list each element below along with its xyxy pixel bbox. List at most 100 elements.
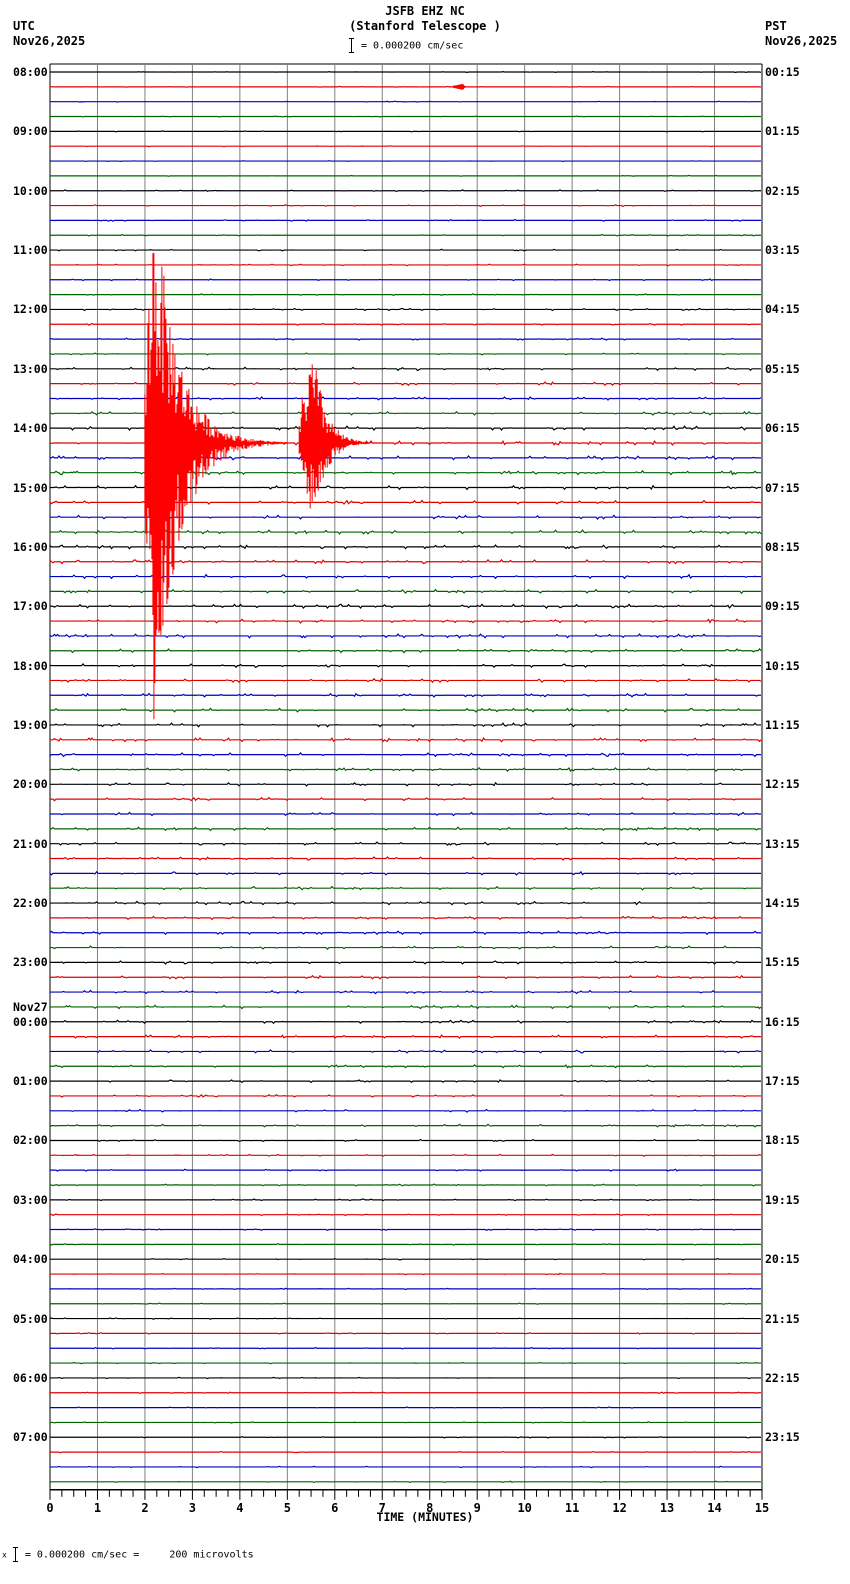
utc-hour-label: 21:00 bbox=[13, 836, 48, 851]
trace-line bbox=[50, 1361, 761, 1365]
utc-hour-label: 02:00 bbox=[13, 1133, 48, 1148]
amplitude-scale: = 0.000200 cm/sec bbox=[349, 38, 463, 53]
footer-prefix: x bbox=[2, 1550, 7, 1560]
trace-line bbox=[50, 204, 761, 208]
trace-line bbox=[50, 100, 761, 103]
trace-line bbox=[49, 1123, 761, 1129]
pst-hour-label: 03:15 bbox=[765, 243, 800, 258]
trace-line bbox=[50, 826, 762, 832]
pst-hour-label: 02:15 bbox=[765, 183, 800, 198]
x-tick-label: 13 bbox=[660, 1501, 674, 1515]
x-tick-label: 2 bbox=[141, 1501, 148, 1515]
left-date: Nov26,2025 bbox=[13, 34, 86, 48]
utc-hour-label: 22:00 bbox=[13, 896, 48, 911]
trace-line bbox=[50, 588, 761, 595]
site-title: (Stanford Telescope ) bbox=[349, 19, 501, 33]
trace-line bbox=[50, 692, 761, 698]
utc-hour-label: 12:00 bbox=[13, 302, 48, 317]
trace-line bbox=[50, 766, 761, 773]
footer-scale-text: = 0.000200 cm/sec = 200 microvolts bbox=[24, 1549, 254, 1561]
utc-hour-label: 04:00 bbox=[13, 1252, 48, 1267]
trace-line bbox=[50, 945, 762, 950]
trace-line bbox=[49, 337, 761, 341]
pst-hour-label: 05:15 bbox=[765, 361, 800, 376]
trace-line bbox=[50, 796, 761, 802]
trace-line bbox=[50, 989, 761, 995]
pst-hour-label: 04:15 bbox=[765, 302, 800, 317]
x-tick-label: 9 bbox=[474, 1501, 481, 1515]
trace-line bbox=[50, 1004, 762, 1010]
utc-hour-label: 13:00 bbox=[13, 361, 48, 376]
trace-line bbox=[50, 352, 761, 356]
pst-hour-label: 18:15 bbox=[765, 1133, 800, 1148]
trace-line bbox=[50, 71, 762, 74]
utc-hour-label: 16:00 bbox=[13, 539, 48, 554]
utc-hour-label: 14:00 bbox=[13, 421, 48, 436]
trace-line bbox=[50, 1153, 762, 1157]
utc-hour-label: 09:00 bbox=[13, 124, 48, 139]
pst-hour-label: 22:15 bbox=[765, 1370, 800, 1385]
pst-hour-label: 11:15 bbox=[765, 717, 800, 732]
trace-line bbox=[50, 841, 761, 847]
trace-line bbox=[50, 1138, 761, 1143]
trace-line bbox=[50, 1346, 761, 1350]
trace-line bbox=[50, 278, 761, 282]
trace-line bbox=[49, 870, 761, 876]
utc-hour-label: 08:00 bbox=[13, 65, 48, 79]
utc-hour-label: 23:00 bbox=[13, 955, 48, 970]
trace-line bbox=[49, 160, 761, 163]
trace-line bbox=[50, 1228, 761, 1231]
trace-line bbox=[50, 381, 761, 387]
x-tick-label: 5 bbox=[284, 1501, 291, 1515]
trace-line bbox=[50, 1332, 761, 1335]
trace-line bbox=[50, 1272, 761, 1276]
pst-hour-label: 21:15 bbox=[765, 1311, 800, 1326]
x-tick-label: 3 bbox=[189, 1501, 196, 1515]
seismic-event bbox=[453, 83, 472, 90]
pst-hour-label: 09:15 bbox=[765, 599, 800, 614]
x-tick-label: 8 bbox=[426, 1501, 433, 1515]
trace-line bbox=[50, 1406, 761, 1409]
trace-line bbox=[49, 751, 761, 758]
trace-line bbox=[50, 1108, 761, 1113]
trace-line bbox=[50, 960, 761, 965]
trace-line bbox=[50, 1093, 761, 1098]
trace-line bbox=[50, 1391, 761, 1394]
utc-hour-label: 11:00 bbox=[13, 243, 48, 258]
pst-hour-label: 07:15 bbox=[765, 480, 800, 495]
trace-line bbox=[49, 1242, 761, 1246]
amplitude-scale-text: = 0.000200 cm/sec bbox=[361, 40, 464, 52]
trace-line bbox=[50, 1064, 761, 1069]
trace-line bbox=[50, 189, 761, 193]
x-axis-title: TIME (MINUTES) bbox=[376, 1510, 474, 1524]
x-tick-label: 6 bbox=[331, 1501, 338, 1515]
seismic-event bbox=[298, 364, 383, 509]
pst-hour-label: 23:15 bbox=[765, 1430, 800, 1445]
x-tick-label: 7 bbox=[379, 1501, 386, 1515]
utc-hour-label: 17:00 bbox=[13, 599, 48, 614]
pst-hour-label: 06:15 bbox=[765, 421, 800, 436]
scale-bar-icon bbox=[349, 38, 355, 53]
seismic-event bbox=[144, 252, 288, 720]
footer-scale: x = 0.000200 cm/sec = 200 microvolts bbox=[2, 1547, 254, 1562]
x-tick-label: 15 bbox=[755, 1501, 769, 1515]
utc-hour-label: 10:00 bbox=[13, 183, 48, 198]
utc-hour-label: 18:00 bbox=[13, 658, 48, 673]
x-tick-label: 12 bbox=[612, 1501, 626, 1515]
trace-line bbox=[50, 174, 761, 177]
right-timezone: PST bbox=[765, 19, 787, 33]
trace-line bbox=[50, 811, 761, 817]
trace-line bbox=[50, 1450, 761, 1454]
trace-line bbox=[50, 1168, 761, 1172]
right-date: Nov26,2025 bbox=[765, 34, 838, 48]
utc-hour-label: 06:00 bbox=[13, 1370, 48, 1385]
pst-hour-label: 19:15 bbox=[765, 1192, 800, 1207]
trace-line bbox=[50, 707, 761, 713]
left-timezone: UTC bbox=[13, 19, 35, 33]
x-tick-label: 11 bbox=[565, 1501, 579, 1515]
x-tick-label: 4 bbox=[236, 1501, 243, 1515]
trace-line bbox=[50, 1198, 761, 1202]
pst-hour-label: 13:15 bbox=[765, 836, 800, 851]
pst-hour-label: 14:15 bbox=[765, 896, 800, 911]
